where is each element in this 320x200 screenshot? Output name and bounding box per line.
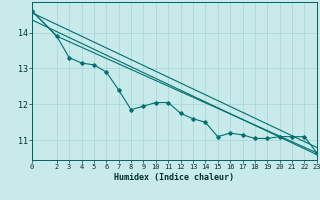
X-axis label: Humidex (Indice chaleur): Humidex (Indice chaleur) xyxy=(115,173,234,182)
